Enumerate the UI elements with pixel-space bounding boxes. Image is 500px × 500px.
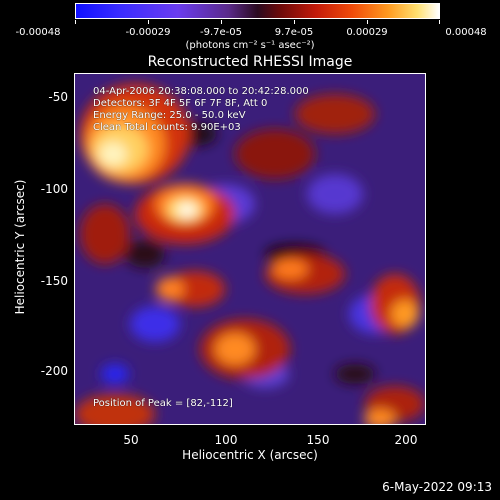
- x-tick-label: 100: [214, 433, 238, 447]
- colorbar: [75, 3, 440, 19]
- image-title: Reconstructed RHESSI Image: [147, 54, 353, 70]
- y-tick-label: -100: [40, 182, 68, 196]
- y-tick-label: -50: [48, 90, 68, 104]
- annotation-time-range: 04-Apr-2006 20:38:08.000 to 20:42:28.000: [93, 86, 309, 97]
- x-tick-label: 200: [394, 433, 418, 447]
- colorbar-tick: [439, 20, 440, 24]
- colorbar-tick: [75, 20, 76, 24]
- y-axis-label: Heliocentric Y (arcsec): [13, 179, 27, 315]
- image-plot[interactable]: 04-Apr-2006 20:38:08.000 to 20:42:28.000…: [74, 73, 426, 425]
- colorbar-tick: [294, 20, 295, 24]
- x-tick-label: 50: [123, 433, 139, 447]
- heatmap-image: [75, 74, 425, 424]
- colorbar-tick: [221, 20, 222, 24]
- colorbar-label: 9.7e-05: [274, 27, 314, 38]
- x-axis-label: Heliocentric X (arcsec): [182, 448, 318, 462]
- plot-timestamp: 6-May-2022 09:13: [382, 480, 492, 494]
- colorbar-label: -0.00048: [15, 27, 61, 38]
- colorbar-tick: [367, 20, 368, 24]
- annotation-detectors: Detectors: 3F 4F 5F 6F 7F 8F, Att 0: [93, 98, 268, 109]
- colorbar-label: 0.00029: [346, 27, 388, 38]
- annotation-energy-range: Energy Range: 25.0 - 50.0 keV: [93, 110, 246, 121]
- colorbar-units: (photons cm⁻² s⁻¹ asec⁻²): [185, 40, 315, 51]
- heatmap-blobs: [75, 84, 425, 424]
- colorbar-tick: [148, 20, 149, 24]
- y-tick-label: -200: [40, 364, 68, 378]
- colorbar-label: -9.7e-05: [200, 27, 242, 38]
- y-tick-label: -150: [40, 274, 68, 288]
- colorbar-label: 0.00048: [445, 27, 487, 38]
- x-tick-label: 150: [306, 433, 330, 447]
- colorbar-label: -0.00029: [125, 27, 171, 38]
- annotation-peak-position: Position of Peak = [82,-112]: [93, 398, 233, 409]
- annotation-total-counts: Clean Total counts: 9.90E+03: [93, 122, 241, 133]
